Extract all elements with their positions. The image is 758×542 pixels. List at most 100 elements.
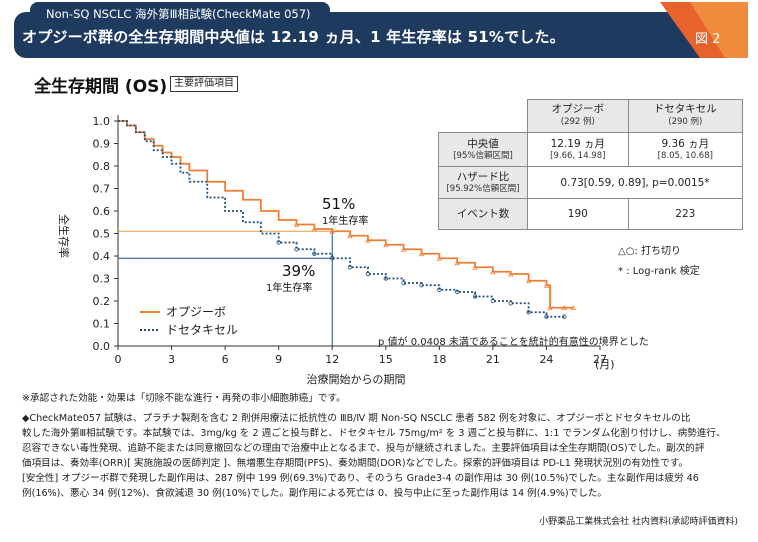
- km-chart: 0.0 0.1 0.2 0.3 0.4 0.5 0.6 0.7 0.8 0.9 1.0 0 3 6 9 12 1…: [57, 115, 615, 386]
- censor-mark-doce: [347, 265, 353, 270]
- footnote-line: 価項目は、奏効率(ORR)[ 実施施設の医師判定 ]、無増悪生存期間(PFS)、…: [22, 458, 689, 469]
- footnote-line: ◆CheckMate057 試験は、プラチナ製剤を含む 2 剤併用療法に抵抗性の…: [22, 413, 691, 424]
- hr-label: ハザード比: [456, 170, 510, 183]
- x-tick-label: 18: [432, 353, 446, 366]
- chart-legend: オプジーボ ドセタキセル: [140, 305, 238, 337]
- legend-label-opdivo: オプジーボ: [166, 305, 226, 319]
- censor-mark-opdivo: [454, 259, 460, 266]
- censor-mark-opdivo: [311, 226, 318, 232]
- annotation-doce-label: 1年生存率: [266, 281, 312, 294]
- col-doce-n: (290 例): [668, 117, 703, 127]
- median-sublabel: [95%信頼区間]: [453, 150, 513, 161]
- section-title: 全生存期間 (OS): [34, 77, 168, 97]
- header-background: [0, 0, 758, 62]
- censor-mark-opdivo: [547, 304, 553, 311]
- y-tick-label: 0.4: [93, 250, 111, 263]
- median-doce: 9.36 ヵ月 [8.05, 10.68]: [627, 132, 744, 167]
- censor-note: △○: 打ち切り: [618, 246, 681, 257]
- censor-mark-doce: [490, 298, 496, 304]
- legend-label-doce: ドセタキセル: [166, 323, 238, 337]
- censor-mark-doce: [472, 294, 478, 299]
- study-name: Non-SQ NSCLC 海外第Ⅲ相試験(CheckMate 057): [46, 7, 311, 21]
- row-median-label: 中央値 [95%信頼区間]: [438, 132, 528, 167]
- y-tick-label: 0.2: [93, 295, 111, 308]
- x-axis-unit: (月): [595, 358, 615, 371]
- figure-label: 図 2: [695, 32, 721, 47]
- y-tick-label: 0.1: [93, 318, 111, 331]
- censor-mark-opdivo: [347, 232, 353, 239]
- censor-mark-opdivo: [490, 268, 496, 275]
- annotation-doce-pct: 39%: [282, 262, 315, 280]
- censor-mark-opdivo: [293, 221, 300, 227]
- censor-mark-doce: [312, 251, 317, 256]
- censor-mark-opdivo: [436, 255, 442, 261]
- x-tick-label: 0: [115, 353, 122, 366]
- x-tick-label: 21: [486, 353, 500, 366]
- hr-value: 0.73[0.59, 0.89], p=0.0015*: [527, 166, 743, 199]
- header-banner: Non-SQ NSCLC 海外第Ⅲ相試験(CheckMate 057) オプジー…: [0, 0, 758, 62]
- censor-mark-doce: [294, 247, 299, 252]
- censor-mark-doce: [383, 276, 388, 281]
- col-opdivo-name: オプジーボ: [551, 103, 605, 115]
- x-tick-label: 3: [168, 353, 175, 366]
- censor-mark-opdivo: [329, 228, 335, 234]
- annotation-opdivo-label: 1年生存率: [322, 214, 368, 227]
- median-opdivo-ci: [9.66, 14.98]: [550, 150, 606, 161]
- censor-mark-doce: [365, 271, 371, 277]
- x-tick-label: 6: [222, 353, 229, 366]
- censor-mark-opdivo: [508, 271, 514, 277]
- curve-doce: [118, 120, 565, 318]
- y-tick-label: 0.6: [93, 205, 111, 218]
- annotation-opdivo: 51% 1年生存率: [322, 195, 368, 227]
- y-tick-label: 0.5: [93, 228, 111, 241]
- footnote-line: [安全性] オプジーボ群で発現した副作用は、287 例中 199 例(69.3%…: [22, 473, 699, 484]
- censor-mark-doce: [437, 287, 442, 292]
- median-doce-ci: [8.05, 10.68]: [657, 150, 713, 161]
- logrank-note: * : Log-rank 検定: [618, 266, 700, 277]
- y-tick-label: 0.9: [93, 138, 111, 151]
- censor-mark-opdivo: [400, 246, 407, 252]
- footnote-indication: ※承認された効能・効果は「切除不能な進行・再発の非小細胞肺癌」です。: [22, 393, 346, 404]
- footnote-line: 較した海外第Ⅲ相試験です。本試験では、3mg/kg を 2 週ごと投与群と、ドセ…: [22, 428, 726, 439]
- x-tick-label: 9: [275, 353, 282, 366]
- censor-mark-opdivo: [418, 250, 425, 257]
- x-tick-label: 24: [539, 353, 553, 366]
- chart-axes: 0.0 0.1 0.2 0.3 0.4 0.5 0.6 0.7 0.8 0.9 1.0 0 3 6 9 12 1…: [93, 115, 607, 366]
- censor-mark-doce: [526, 310, 531, 315]
- hr-sublabel: [95.92%信頼区間]: [446, 183, 520, 194]
- censor-mark-opdivo: [570, 304, 576, 311]
- header-title: オプジーボ群の全生存期間中央値は 12.19 ヵ月、1 年生存率は 51%でした…: [22, 28, 565, 46]
- y-tick-label: 0.7: [93, 183, 111, 196]
- source-note: 小野薬品工業株式会社 社内資料(承認時評価資料): [539, 517, 738, 527]
- y-tick-label: 0.3: [93, 273, 111, 286]
- censor-mark-doce: [401, 280, 406, 286]
- col-doce-name: ドセタキセル: [653, 103, 717, 115]
- table-col-opdivo: オプジーボ (292 例): [527, 99, 629, 133]
- y-tick-label: 0.8: [93, 160, 111, 173]
- median-opdivo-value: 12.19 ヵ月: [550, 137, 605, 150]
- col-opdivo-n: (292 例): [560, 117, 595, 127]
- y-tick-label: 0.0: [93, 340, 111, 353]
- censor-mark-opdivo: [525, 277, 532, 284]
- x-tick-label: 27: [593, 353, 607, 366]
- footnote-line: 忍容できない毒性発現、追跡不能または同意撤回などの理由で治療中止となるまで、投与…: [22, 443, 705, 454]
- table-col-doce: ドセタキセル (290 例): [627, 99, 744, 133]
- table-corner: [438, 99, 528, 133]
- median-label: 中央値: [467, 137, 499, 150]
- censor-mark-opdivo: [383, 241, 389, 248]
- x-axis-label: 治療開始からの期間: [307, 372, 406, 386]
- footnote-line: 例(16%)、悪心 34 例(12%)、食欲減退 30 例(10%)でした。副作…: [22, 488, 608, 499]
- censor-mark-doce: [508, 301, 513, 306]
- censor-mark-doce: [276, 240, 281, 245]
- x-tick-label: 12: [325, 353, 339, 366]
- censor-mark-doce: [544, 314, 549, 319]
- censor-mark-opdivo: [543, 282, 550, 288]
- chart-curves: [118, 120, 576, 319]
- median-opdivo: 12.19 ヵ月 [9.66, 14.98]: [527, 132, 629, 167]
- y-axis-label: 全生存率: [57, 214, 71, 258]
- censor-mark-doce: [330, 256, 335, 261]
- median-doce-value: 9.36 ヵ月: [661, 137, 710, 150]
- annotation-doce: 39% 1年生存率: [266, 262, 315, 294]
- censor-mark-doce: [454, 289, 460, 295]
- x-tick-label: 15: [379, 353, 393, 366]
